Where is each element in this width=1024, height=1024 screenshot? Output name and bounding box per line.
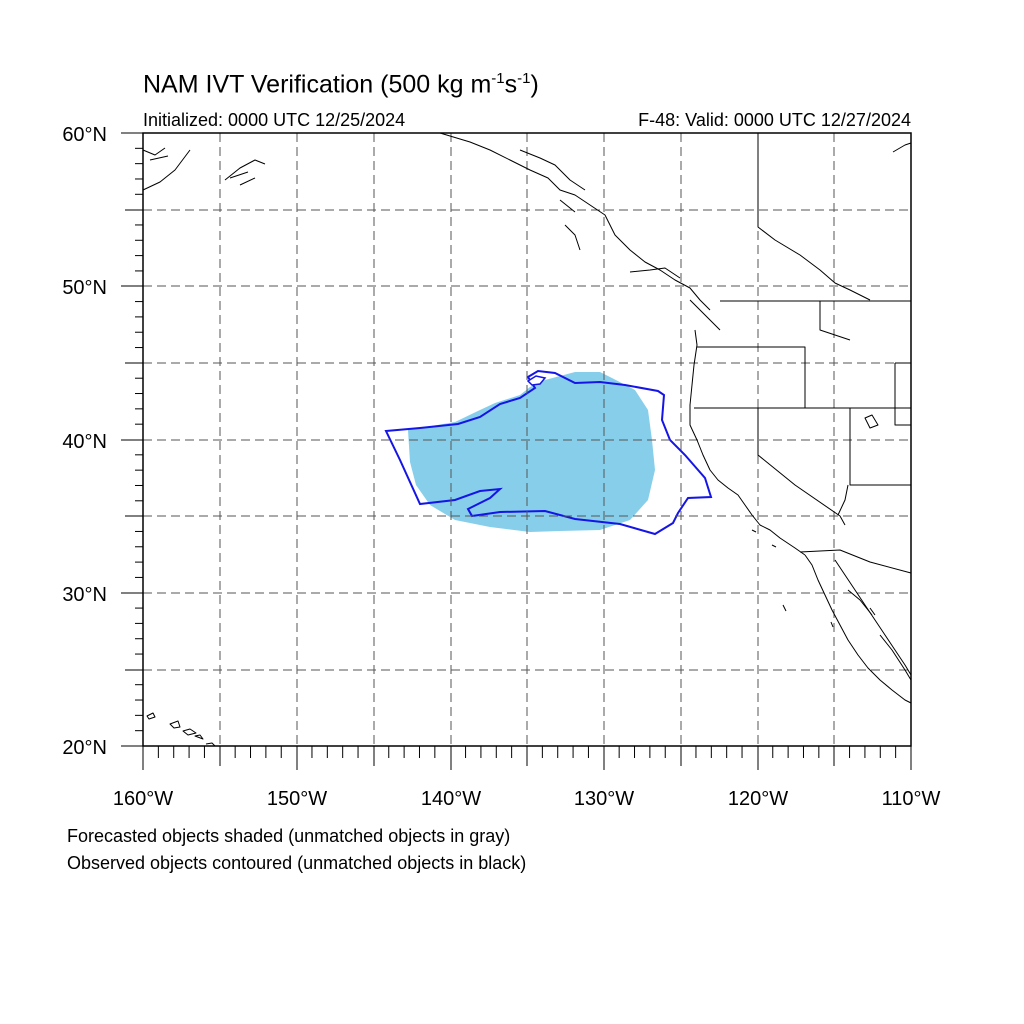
lat-label-30n: 30°N — [62, 584, 107, 606]
minor-ticks — [135, 147, 897, 758]
observed-legend-note: Observed objects contoured (unmatched ob… — [67, 853, 527, 873]
observed-object-hole — [526, 375, 547, 386]
lat-label-20n: 20°N — [62, 737, 107, 759]
forecast-legend-note: Forecasted objects shaded (unmatched obj… — [67, 826, 511, 846]
lon-label-160w: 160°W — [113, 788, 173, 810]
map-title: NAM IVT Verification (500 kg m-1s-1) — [143, 70, 539, 99]
coastlines — [142, 132, 912, 747]
lat-label-60n: 60°N — [62, 124, 107, 146]
forecast-object-shaded — [408, 372, 655, 532]
lon-label-110w: 110°W — [882, 788, 941, 810]
lon-label-120w: 120°W — [728, 788, 788, 810]
lon-label-130w: 130°W — [574, 788, 634, 810]
grid-lines — [143, 133, 911, 746]
lat-label-40n: 40°N — [62, 431, 107, 453]
lat-label-50n: 50°N — [62, 277, 107, 299]
lon-label-140w: 140°W — [421, 788, 481, 810]
valid-time-label: F-48: Valid: 0000 UTC 12/27/2024 — [638, 110, 911, 130]
initialized-label: Initialized: 0000 UTC 12/25/2024 — [143, 110, 406, 130]
axis-ticks — [121, 132, 912, 770]
observed-object-contour — [384, 369, 713, 536]
lon-label-150w: 150°W — [267, 788, 327, 810]
